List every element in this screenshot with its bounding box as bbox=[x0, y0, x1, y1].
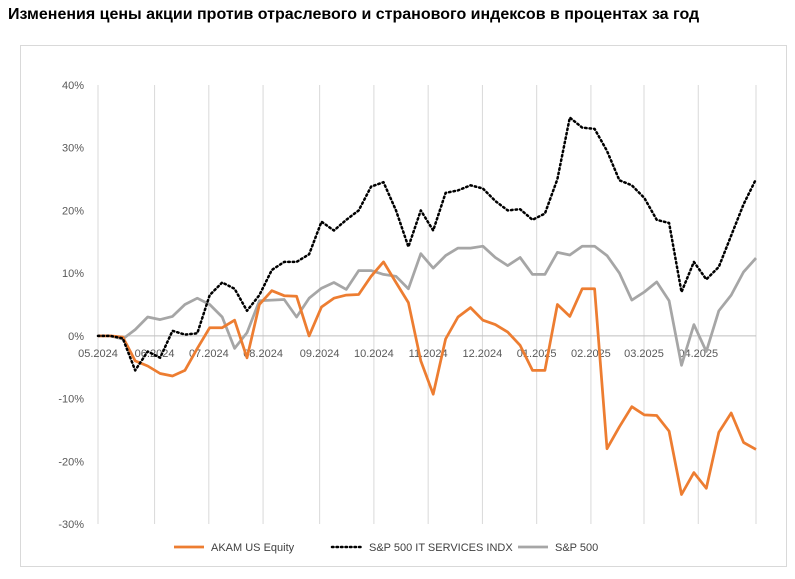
x-tick-label: 10.2024 bbox=[354, 348, 394, 360]
x-tick-label: 04.2025 bbox=[678, 348, 718, 360]
x-tick-label: 06.2024 bbox=[135, 348, 175, 360]
y-tick-label: 30% bbox=[62, 143, 84, 155]
x-tick-label: 03.2025 bbox=[624, 348, 664, 360]
grid-lines bbox=[97, 85, 757, 524]
y-tick-label: 0% bbox=[68, 331, 84, 343]
y-tick-label: -10% bbox=[58, 394, 84, 406]
y-tick-label: 40% bbox=[62, 80, 84, 92]
y-tick-label: 10% bbox=[62, 268, 84, 280]
series-line-1 bbox=[96, 116, 758, 372]
x-tick-label: 08.2024 bbox=[243, 348, 283, 360]
y-tick-label: -30% bbox=[58, 519, 84, 531]
chart-frame: 40% 30% 20% 10% 0% -10% -20% -30% 05.2024 06.202… bbox=[20, 45, 787, 567]
chart-title: Изменения цены акции против отраслевого … bbox=[8, 6, 700, 23]
legend: AKAM US Equity S&P 500 IT SERVICES INDX S&… bbox=[174, 542, 598, 554]
series-lines bbox=[96, 116, 758, 496]
legend-label-0: AKAM US Equity bbox=[211, 542, 295, 554]
legend-label-2: S&P 500 bbox=[555, 542, 598, 554]
series-line-0 bbox=[98, 260, 757, 496]
line-chart: 40% 30% 20% 10% 0% -10% -20% -30% 05.2024 06.202… bbox=[58, 80, 758, 554]
series-line-2 bbox=[98, 244, 758, 367]
legend-label-1: S&P 500 IT SERVICES INDX bbox=[369, 542, 513, 554]
x-tick-label: 12.2024 bbox=[463, 348, 503, 360]
x-tick-label: 05.2024 bbox=[78, 348, 118, 360]
x-tick-label: 09.2024 bbox=[300, 348, 340, 360]
y-tick-label: 20% bbox=[62, 205, 84, 217]
x-tick-label: 02.2025 bbox=[571, 348, 611, 360]
x-tick-label: 07.2024 bbox=[189, 348, 229, 360]
y-tick-label: -20% bbox=[58, 456, 84, 468]
y-axis: 40% 30% 20% 10% 0% -10% -20% -30% bbox=[58, 80, 84, 531]
